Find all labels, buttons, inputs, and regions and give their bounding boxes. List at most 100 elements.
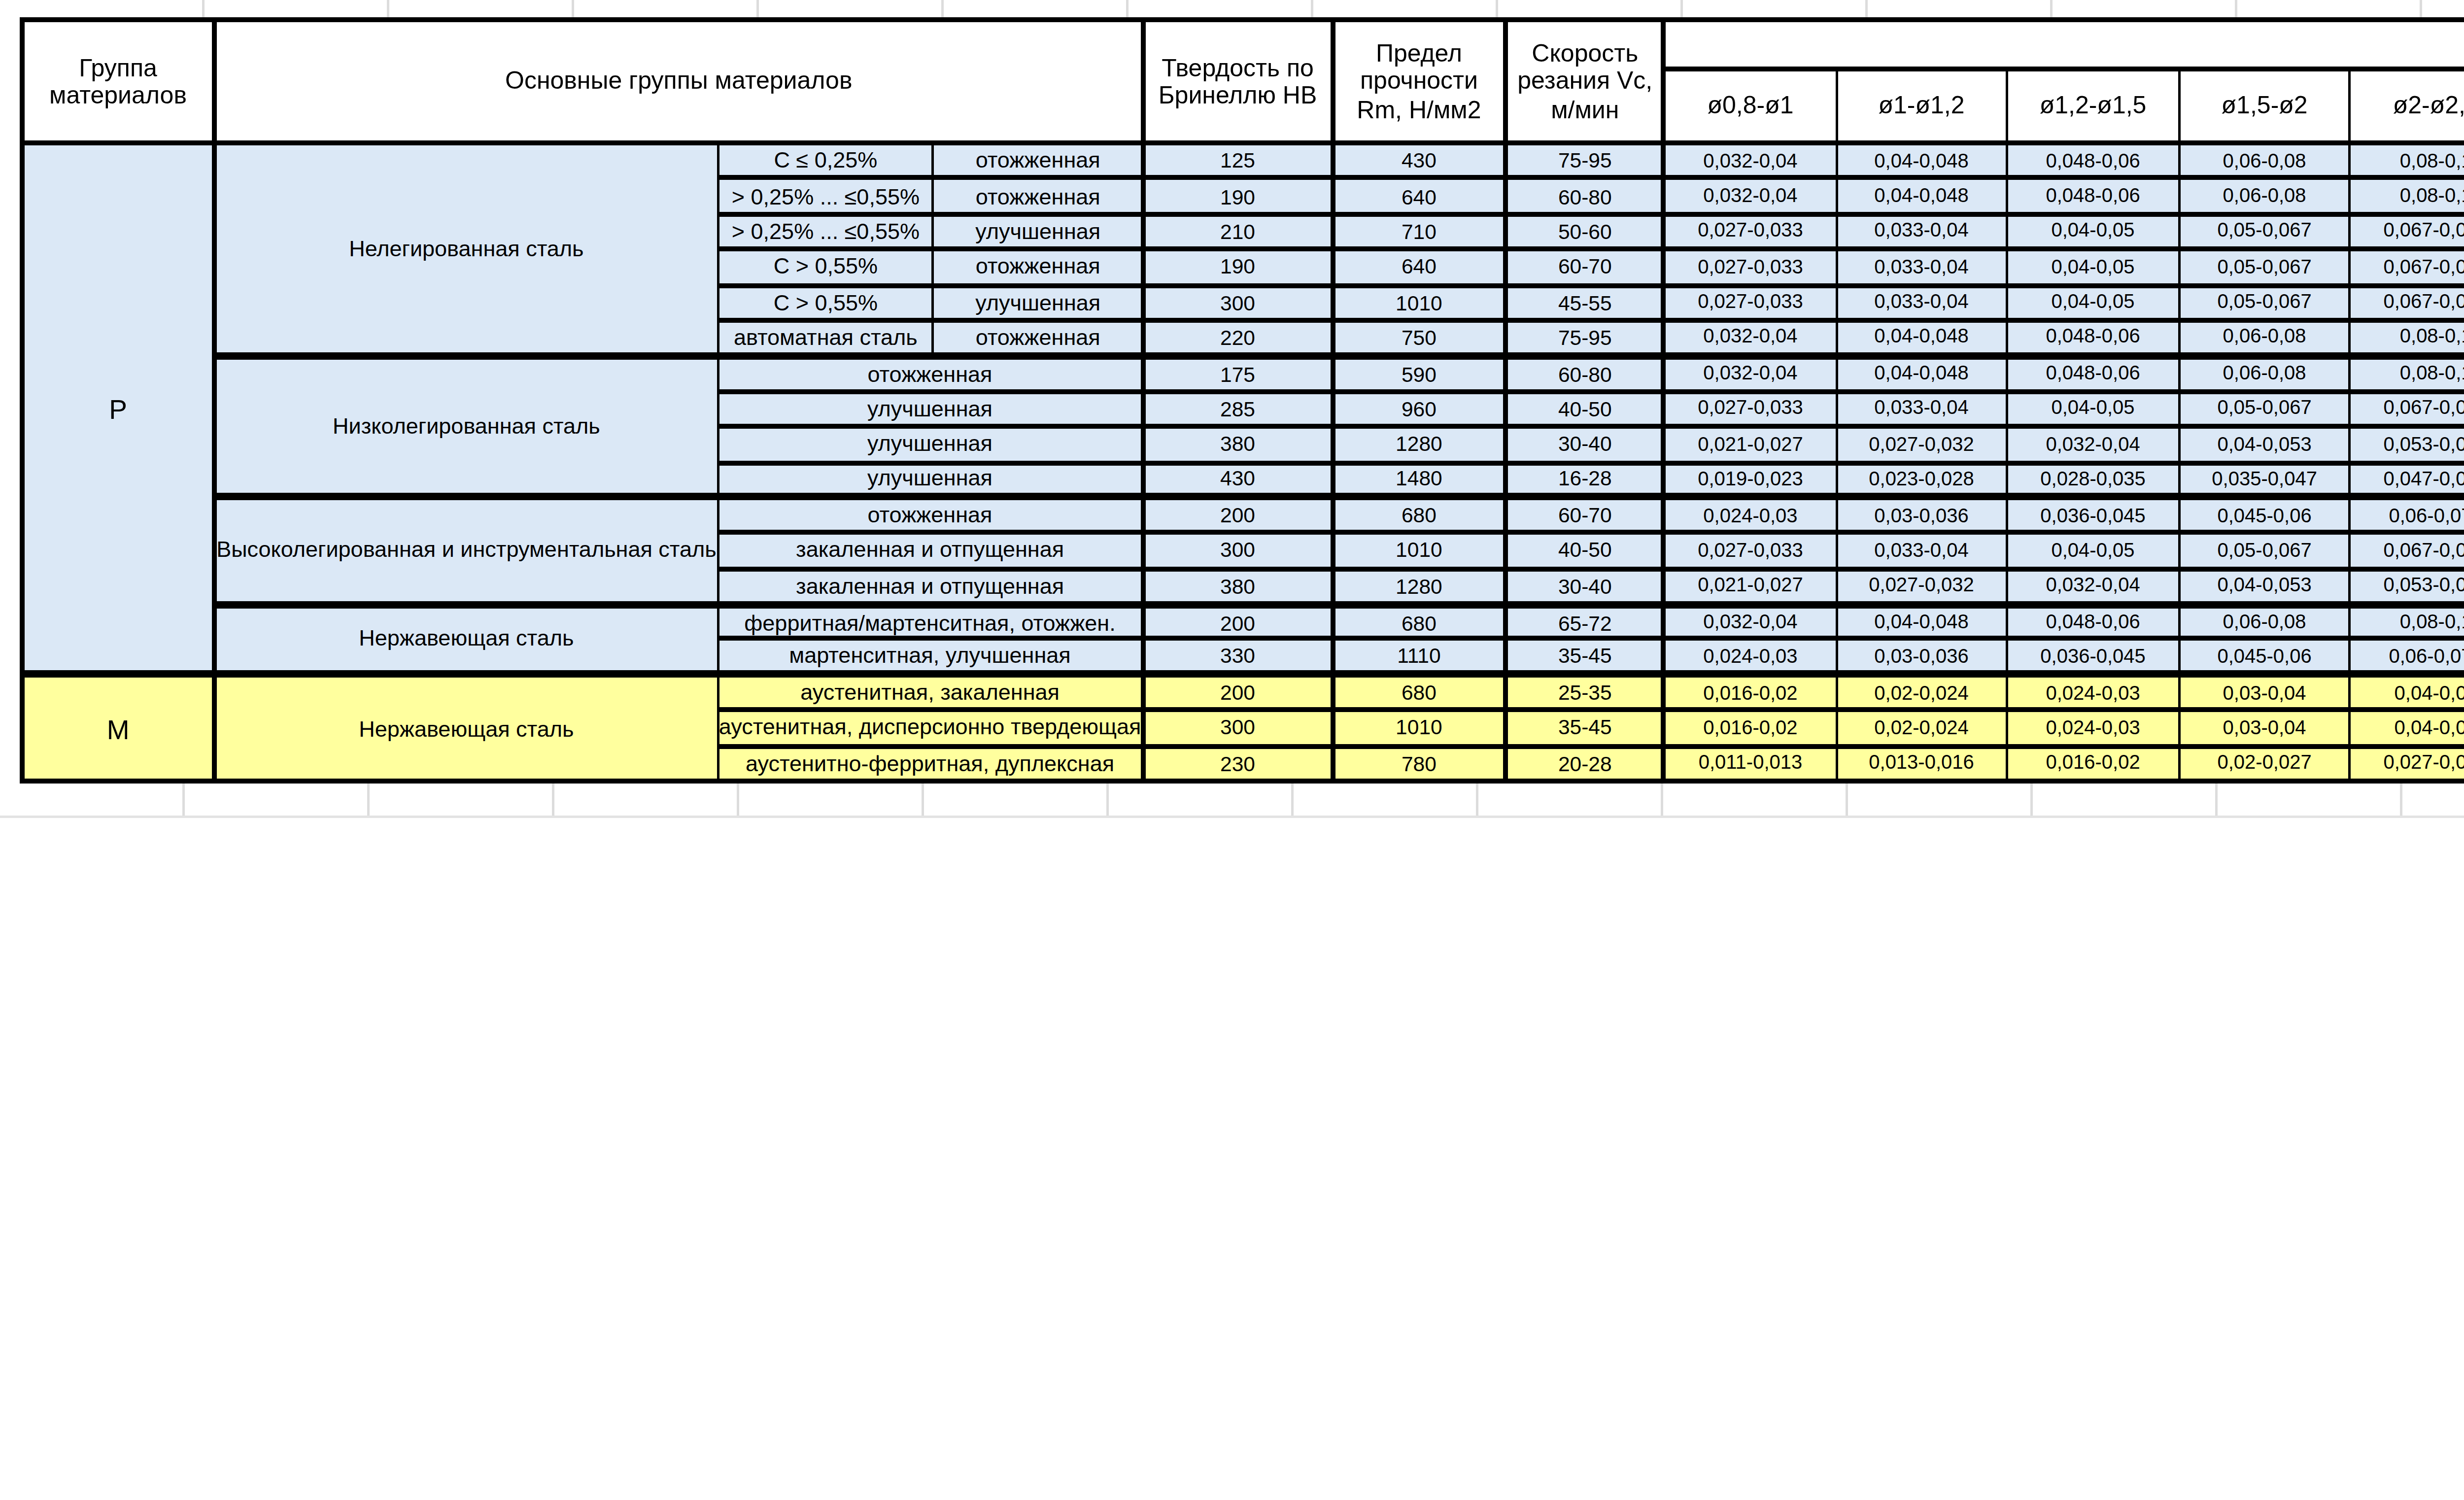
- feed-cell[interactable]: 0,027-0,032: [1836, 568, 2007, 604]
- feed-cell[interactable]: 0,08-0,1: [2350, 604, 2464, 639]
- feed-cell[interactable]: 0,08-0,1: [2350, 178, 2464, 214]
- rm-cell[interactable]: 1280: [1332, 568, 1506, 604]
- rm-cell[interactable]: 1010: [1332, 710, 1506, 746]
- material-label-cell[interactable]: C > 0,55%: [718, 285, 933, 320]
- feed-col-header[interactable]: ø0,8-ø1: [1664, 69, 1836, 143]
- feed-cell[interactable]: 0,067-0,083: [2350, 533, 2464, 568]
- rm-cell[interactable]: 1480: [1332, 462, 1506, 498]
- hb-cell[interactable]: 230: [1143, 746, 1332, 781]
- material-label-cell[interactable]: улучшенная: [718, 427, 1143, 462]
- vc-cell[interactable]: 75-95: [1506, 320, 1664, 356]
- feed-cell[interactable]: 0,027-0,033: [2350, 746, 2464, 781]
- feed-cell[interactable]: 0,045-0,06: [2179, 639, 2350, 675]
- feed-cell[interactable]: 0,027-0,033: [1664, 391, 1836, 427]
- rm-cell[interactable]: 1010: [1332, 533, 1506, 568]
- vc-cell[interactable]: 30-40: [1506, 568, 1664, 604]
- feed-cell[interactable]: 0,033-0,04: [1836, 249, 2007, 285]
- group-cell-M[interactable]: M: [22, 675, 214, 781]
- material-label-cell[interactable]: улучшенная: [718, 462, 1143, 498]
- feed-cell[interactable]: 0,04-0,053: [2179, 568, 2350, 604]
- vc-cell[interactable]: 60-70: [1506, 249, 1664, 285]
- feed-cell[interactable]: 0,032-0,04: [1664, 356, 1836, 391]
- feed-cell[interactable]: 0,033-0,04: [1836, 285, 2007, 320]
- hb-cell[interactable]: 300: [1143, 285, 1332, 320]
- feed-cell[interactable]: 0,024-0,03: [2007, 710, 2179, 746]
- feed-cell[interactable]: 0,027-0,032: [1836, 427, 2007, 462]
- hb-cell[interactable]: 200: [1143, 604, 1332, 639]
- feed-cell[interactable]: 0,08-0,1: [2350, 320, 2464, 356]
- feed-cell[interactable]: 0,032-0,04: [1664, 320, 1836, 356]
- material-label-cell[interactable]: отожженная: [718, 356, 1143, 391]
- vc-cell[interactable]: 20-28: [1506, 746, 1664, 781]
- material-label-cell[interactable]: аустенитная, дисперсионно твердеющая: [718, 710, 1143, 746]
- feed-cell[interactable]: 0,04-0,048: [1836, 178, 2007, 214]
- feed-cell[interactable]: 0,04-0,05: [2350, 675, 2464, 710]
- material-label-cell[interactable]: Низколегированная сталь: [214, 356, 718, 498]
- hb-cell[interactable]: 200: [1143, 498, 1332, 533]
- feed-cell[interactable]: 0,04-0,05: [2350, 710, 2464, 746]
- feed-cell[interactable]: 0,016-0,02: [1664, 710, 1836, 746]
- feed-cell[interactable]: 0,04-0,05: [2007, 391, 2179, 427]
- feed-cell[interactable]: 0,045-0,06: [2179, 498, 2350, 533]
- hb-cell[interactable]: 380: [1143, 427, 1332, 462]
- feed-cell[interactable]: 0,027-0,033: [1664, 214, 1836, 249]
- rm-cell[interactable]: 590: [1332, 356, 1506, 391]
- rm-cell[interactable]: 1110: [1332, 639, 1506, 675]
- feed-cell[interactable]: 0,05-0,067: [2179, 249, 2350, 285]
- vc-cell[interactable]: 60-80: [1506, 178, 1664, 214]
- rm-cell[interactable]: 640: [1332, 249, 1506, 285]
- feed-cell[interactable]: 0,032-0,04: [1664, 143, 1836, 178]
- feed-cell[interactable]: 0,024-0,03: [1664, 498, 1836, 533]
- feed-cell[interactable]: 0,048-0,06: [2007, 143, 2179, 178]
- feed-cell[interactable]: 0,04-0,048: [1836, 320, 2007, 356]
- feed-cell[interactable]: 0,032-0,04: [1664, 604, 1836, 639]
- feed-cell[interactable]: 0,04-0,053: [2179, 427, 2350, 462]
- header-material-group[interactable]: Группа материалов: [22, 20, 214, 143]
- hb-cell[interactable]: 175: [1143, 356, 1332, 391]
- feed-cell[interactable]: 0,02-0,024: [1836, 710, 2007, 746]
- feed-cell[interactable]: 0,08-0,1: [2350, 143, 2464, 178]
- feed-cell[interactable]: 0,05-0,067: [2179, 391, 2350, 427]
- feed-cell[interactable]: 0,036-0,045: [2007, 639, 2179, 675]
- feed-cell[interactable]: 0,036-0,045: [2007, 498, 2179, 533]
- feed-cell[interactable]: 0,05-0,067: [2179, 214, 2350, 249]
- feed-cell[interactable]: 0,067-0,083: [2350, 249, 2464, 285]
- feed-cell[interactable]: 0,013-0,016: [1836, 746, 2007, 781]
- material-label-cell[interactable]: закаленная и отпущенная: [718, 533, 1143, 568]
- feed-cell[interactable]: 0,08-0,1: [2350, 356, 2464, 391]
- vc-cell[interactable]: 40-50: [1506, 391, 1664, 427]
- feed-col-header[interactable]: ø1,2-ø1,5: [2007, 69, 2179, 143]
- material-label-cell[interactable]: отожженная: [934, 249, 1144, 285]
- material-label-cell[interactable]: отожженная: [934, 143, 1144, 178]
- feed-cell[interactable]: 0,027-0,033: [1664, 533, 1836, 568]
- material-label-cell[interactable]: улучшенная: [934, 285, 1144, 320]
- header-strength-rm[interactable]: Предел прочности Rm, Н/мм2: [1332, 20, 1506, 143]
- rm-cell[interactable]: 710: [1332, 214, 1506, 249]
- feed-cell[interactable]: 0,05-0,067: [2179, 285, 2350, 320]
- vc-cell[interactable]: 40-50: [1506, 533, 1664, 568]
- feed-cell[interactable]: 0,033-0,04: [1836, 391, 2007, 427]
- material-label-cell[interactable]: C > 0,55%: [718, 249, 933, 285]
- rm-cell[interactable]: 680: [1332, 675, 1506, 710]
- feed-cell[interactable]: 0,04-0,05: [2007, 285, 2179, 320]
- hb-cell[interactable]: 220: [1143, 320, 1332, 356]
- feed-cell[interactable]: 0,06-0,075: [2350, 639, 2464, 675]
- feed-cell[interactable]: 0,03-0,04: [2179, 675, 2350, 710]
- feed-cell[interactable]: 0,035-0,047: [2179, 462, 2350, 498]
- material-label-cell[interactable]: закаленная и отпущенная: [718, 568, 1143, 604]
- material-label-cell[interactable]: аустенитно-ферритная, дуплексная: [718, 746, 1143, 781]
- material-label-cell[interactable]: Нелегированная сталь: [214, 143, 718, 356]
- feed-cell[interactable]: 0,067-0,083: [2350, 214, 2464, 249]
- feed-cell[interactable]: 0,024-0,03: [2007, 675, 2179, 710]
- material-label-cell[interactable]: > 0,25% ... ≤0,55%: [718, 178, 933, 214]
- material-label-cell[interactable]: Высоколегированная и инструментальная ст…: [214, 498, 718, 604]
- hb-cell[interactable]: 380: [1143, 568, 1332, 604]
- feed-cell[interactable]: 0,032-0,04: [2007, 427, 2179, 462]
- vc-cell[interactable]: 60-80: [1506, 356, 1664, 391]
- vc-cell[interactable]: 35-45: [1506, 639, 1664, 675]
- vc-cell[interactable]: 45-55: [1506, 285, 1664, 320]
- hb-cell[interactable]: 200: [1143, 675, 1332, 710]
- material-label-cell[interactable]: отожженная: [934, 320, 1144, 356]
- hb-cell[interactable]: 300: [1143, 710, 1332, 746]
- feed-cell[interactable]: 0,047-0,058: [2350, 462, 2464, 498]
